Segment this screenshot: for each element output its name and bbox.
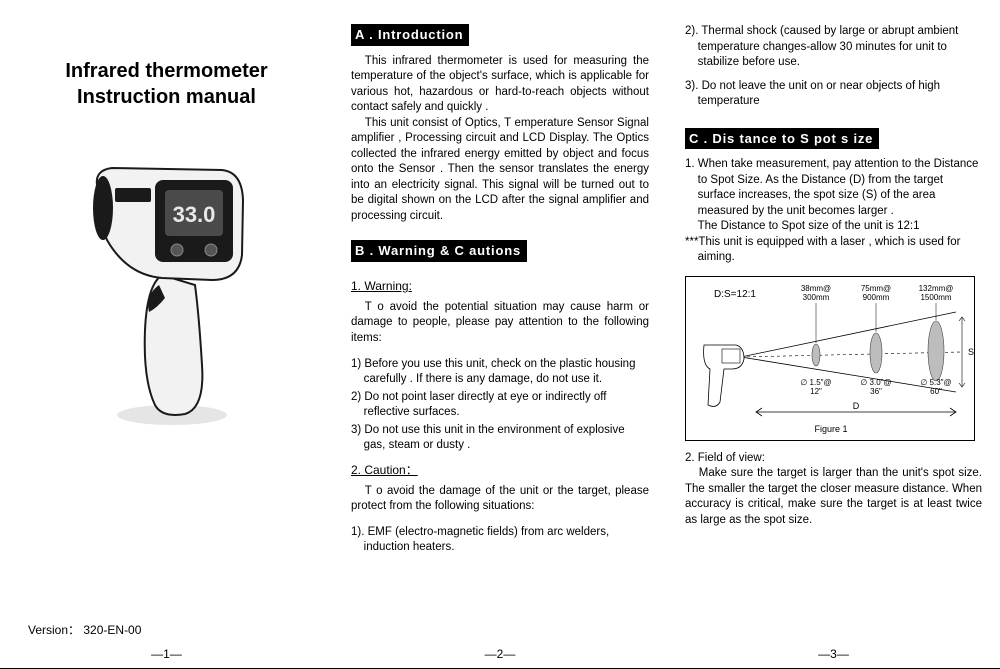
warning-item: 3) Do not use this unit in the environme… (351, 423, 649, 454)
svg-text:300mm: 300mm (803, 293, 830, 302)
column-3: 2). Thermal shock (caused by large or ab… (667, 0, 1000, 668)
intro-p1: This infrared thermometer is used for me… (351, 54, 649, 116)
column-2: A . Introduction This infrared thermomet… (333, 0, 667, 668)
warning-item: 2) Do not point laser directly at eye or… (351, 390, 649, 421)
svg-text:75mm@: 75mm@ (861, 284, 891, 293)
field-of-view: 2. Field of view: Make sure the target i… (685, 451, 982, 529)
title-line-2: Instruction manual (77, 86, 256, 108)
caution-intro: T o avoid the damage of the unit or the … (351, 484, 649, 515)
field-head: 2. Field of view: (685, 451, 982, 467)
c-ratio: The Distance to Spot size of the unit is… (685, 219, 982, 235)
warning-item: 1) Before you use this unit, check on th… (351, 357, 649, 388)
svg-text:36": 36" (870, 387, 882, 396)
warning-intro: T o avoid the potential situation may ca… (351, 300, 649, 347)
version-line: Version： 320-EN-00 (28, 622, 141, 638)
page-number-1: —1— (0, 646, 333, 662)
section-c-body: 1. When take measurement, pay attention … (685, 157, 982, 266)
field-para: Make sure the target is larger than the … (685, 466, 982, 528)
page-number-2: —2— (333, 646, 667, 662)
svg-text:12": 12" (810, 387, 822, 396)
display-reading: 33.0 (172, 202, 215, 227)
svg-text:900mm: 900mm (863, 293, 890, 302)
svg-text:∅ 3.0"@: ∅ 3.0"@ (860, 378, 891, 387)
distance-spot-figure: D:S=12:1 38mm@ 300mm 75mm@ 900mm 132mm@ … (685, 276, 975, 441)
title-line-1: Infrared thermometer (65, 60, 267, 82)
manual-title: Infrared thermometer Instruction manual (18, 58, 315, 110)
page-number-3: —3— (667, 646, 1000, 662)
svg-text:60": 60" (930, 387, 942, 396)
ratio-label: D:S=12:1 (714, 289, 756, 300)
column-1: Infrared thermometer Instruction manual … (0, 0, 333, 668)
caution-item: 2). Thermal shock (caused by large or ab… (685, 24, 982, 71)
intro-p2: This unit consist of Optics, T emperatur… (351, 116, 649, 225)
svg-text:38mm@: 38mm@ (801, 284, 831, 293)
svg-text:Figure 1: Figure 1 (814, 424, 847, 434)
c-para: 1. When take measurement, pay attention … (685, 157, 982, 219)
section-c-heading: C . Dis tance to S pot s ize (685, 128, 879, 150)
version-label: Version： (28, 623, 80, 637)
warning-intro-text: T o avoid the potential situation may ca… (351, 300, 649, 347)
caution-subhead: 2. Caution： (351, 462, 649, 478)
section-a-heading: A . Introduction (351, 24, 469, 46)
caution-item: 3). Do not leave the unit on or near obj… (685, 79, 982, 110)
caution-list: 1). EMF (electro-magnetic fields) from a… (351, 525, 649, 556)
caution-item: 1). EMF (electro-magnetic fields) from a… (351, 525, 649, 556)
section-b-heading: B . Warning & C autions (351, 240, 527, 262)
c-laser: ***This unit is equipped with a laser , … (685, 235, 982, 266)
warning-list: 1) Before you use this unit, check on th… (351, 357, 649, 454)
svg-text:∅ 5.3"@: ∅ 5.3"@ (920, 378, 951, 387)
svg-text:∅ 1.5"@: ∅ 1.5"@ (800, 378, 831, 387)
svg-text:D: D (853, 401, 860, 411)
svg-text:S: S (968, 347, 974, 357)
svg-text:132mm@: 132mm@ (919, 284, 954, 293)
warning-subhead: 1. Warning: (351, 278, 649, 294)
version-value: 320-EN-00 (83, 623, 141, 637)
caution-list-cont: 2). Thermal shock (caused by large or ab… (685, 24, 982, 110)
intro-paragraph: This infrared thermometer is used for me… (351, 54, 649, 225)
svg-text:1500mm: 1500mm (920, 293, 951, 302)
manual-page: Infrared thermometer Instruction manual … (0, 0, 1000, 669)
thermometer-illustration: 33.0 (67, 130, 267, 430)
caution-intro-text: T o avoid the damage of the unit or the … (351, 484, 649, 515)
